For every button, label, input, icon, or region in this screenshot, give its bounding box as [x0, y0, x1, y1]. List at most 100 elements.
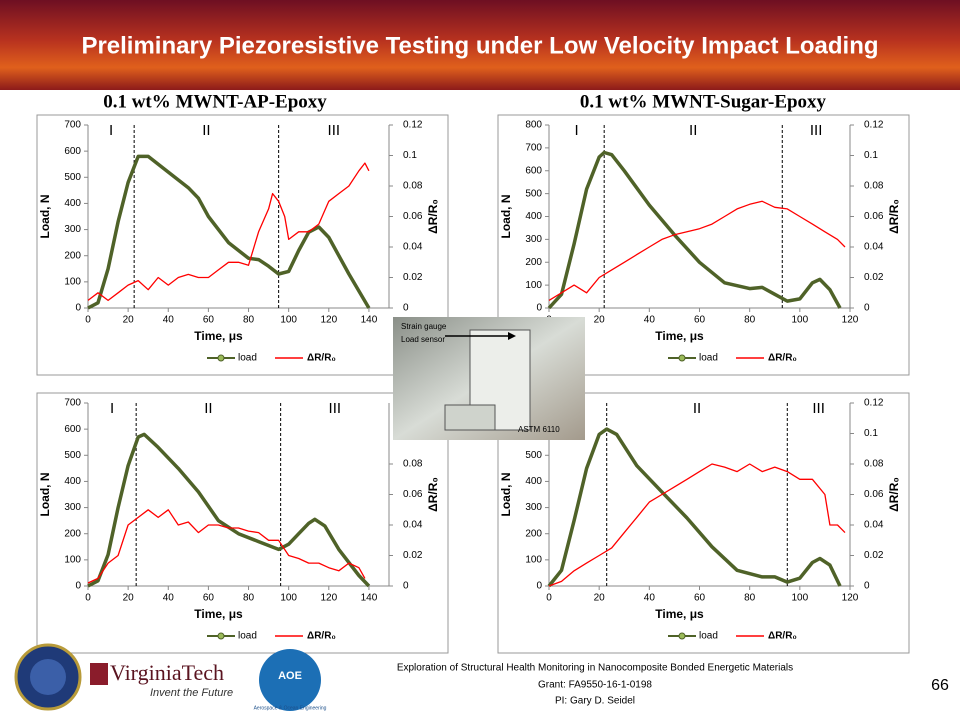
y-axis-title: Load, N	[38, 195, 52, 239]
dept: Aerospace & Ocean Engineering	[254, 705, 327, 711]
x-axis-title: Time, μs	[655, 329, 704, 343]
af-seal-inner	[30, 659, 66, 695]
y2-tick-label: 0.06	[864, 489, 884, 500]
arrow-head	[508, 332, 516, 340]
y-tick-label: 0	[75, 581, 81, 592]
aoe-logo	[259, 649, 321, 711]
footer-line: PI: Gary D. Seidel	[555, 696, 635, 707]
y2-tick-label: 0	[403, 303, 409, 314]
region-label: II	[689, 122, 697, 139]
x-tick-label: 40	[644, 593, 656, 604]
y2-tick-label: 0.02	[864, 272, 884, 283]
x-tick-label: 140	[361, 315, 378, 326]
y2-tick-label: 0.08	[403, 181, 423, 192]
y2-tick-label: 0.04	[403, 242, 423, 253]
y-tick-label: 500	[64, 172, 81, 183]
y2-tick-label: 0.04	[864, 242, 884, 253]
legend-label: ΔR/R₀	[768, 631, 797, 642]
x-tick-label: 40	[163, 315, 175, 326]
y2-tick-label: 0.12	[403, 120, 423, 131]
x-tick-label: 0	[85, 315, 91, 326]
y2-tick-label: 0.04	[403, 520, 423, 531]
y-tick-label: 0	[75, 303, 81, 314]
y-tick-label: 100	[64, 554, 81, 565]
y2-tick-label: 0.1	[403, 150, 417, 161]
y2-axis-title: ΔR/R₀	[887, 199, 901, 234]
x-tick-label: 20	[123, 593, 135, 604]
y-tick-label: 200	[64, 250, 81, 261]
footer-line: Exploration of Structural Health Monitor…	[397, 663, 793, 674]
x-tick-label: 100	[280, 593, 297, 604]
y-tick-label: 100	[525, 280, 542, 291]
x-tick-label: 100	[791, 593, 808, 604]
load-line	[547, 150, 842, 310]
y-tick-label: 500	[525, 188, 542, 199]
y2-tick-label: 0.12	[864, 120, 884, 131]
region-label: III	[328, 122, 341, 139]
x-tick-label: 60	[694, 315, 706, 326]
x-tick-label: 140	[361, 593, 378, 604]
legend-label: load	[699, 631, 718, 642]
y-tick-label: 400	[64, 476, 81, 487]
university: VirginiaTech	[110, 660, 224, 685]
y2-tick-label: 0	[864, 581, 870, 592]
y-tick-label: 400	[525, 476, 542, 487]
y-tick-label: 500	[64, 450, 81, 461]
x-tick-label: 20	[594, 593, 606, 604]
y-tick-label: 700	[64, 120, 81, 131]
y-tick-label: 700	[525, 143, 542, 154]
resistance-line	[548, 463, 846, 587]
y2-tick-label: 0.08	[864, 181, 884, 192]
load-line	[87, 154, 371, 310]
x-tick-label: 60	[694, 593, 706, 604]
x-tick-label: 80	[744, 315, 756, 326]
x-tick-label: 120	[842, 315, 859, 326]
y-tick-label: 600	[64, 424, 81, 435]
y-tick-label: 800	[525, 120, 542, 131]
region-label: II	[693, 400, 701, 417]
page-number: 66	[931, 677, 949, 694]
y2-tick-label: 0.1	[864, 150, 878, 161]
resistance-line	[87, 509, 366, 584]
x-tick-label: 20	[123, 315, 135, 326]
y-tick-label: 100	[64, 276, 81, 287]
region-label: I	[575, 122, 579, 139]
region-label: I	[109, 122, 113, 139]
x-tick-label: 80	[243, 593, 255, 604]
load-line	[547, 427, 842, 588]
x-tick-label: 100	[280, 315, 297, 326]
x-tick-label: 120	[320, 593, 337, 604]
legend-label: load	[238, 631, 257, 642]
y-axis-title: Load, N	[499, 195, 513, 239]
y2-tick-label: 0.12	[864, 398, 884, 409]
chart-frame	[36, 392, 449, 654]
y2-tick-label: 0	[403, 581, 409, 592]
slide-title: Preliminary Piezoresistive Testing under…	[81, 32, 878, 59]
y-tick-label: 200	[64, 528, 81, 539]
region-label: II	[202, 122, 210, 139]
x-axis-title: Time, μs	[194, 607, 243, 621]
y-tick-label: 700	[64, 398, 81, 409]
legend-marker	[217, 632, 225, 640]
region-label: III	[812, 400, 825, 417]
legend-marker	[678, 354, 686, 362]
x-axis-title: Time, μs	[194, 329, 243, 343]
y-axis-title: Load, N	[499, 473, 513, 517]
y2-tick-label: 0.08	[864, 459, 884, 470]
y-tick-label: 0	[536, 303, 542, 314]
legend-marker	[217, 354, 225, 362]
y2-tick-label: 0.04	[864, 520, 884, 531]
x-tick-label: 0	[546, 593, 552, 604]
x-tick-label: 20	[594, 315, 606, 326]
y-axis-title: Load, N	[38, 473, 52, 517]
x-tick-label: 80	[744, 593, 756, 604]
y-tick-label: 600	[525, 165, 542, 176]
y2-tick-label: 0.06	[403, 211, 423, 222]
footer-line: Grant: FA9550-16-1-0198	[538, 680, 652, 691]
motto: Invent the Future	[150, 687, 233, 699]
photo-label: ASTM 6110	[518, 425, 560, 434]
x-axis-title: Time, μs	[655, 607, 704, 621]
photo-label: Strain gauge	[401, 322, 447, 331]
